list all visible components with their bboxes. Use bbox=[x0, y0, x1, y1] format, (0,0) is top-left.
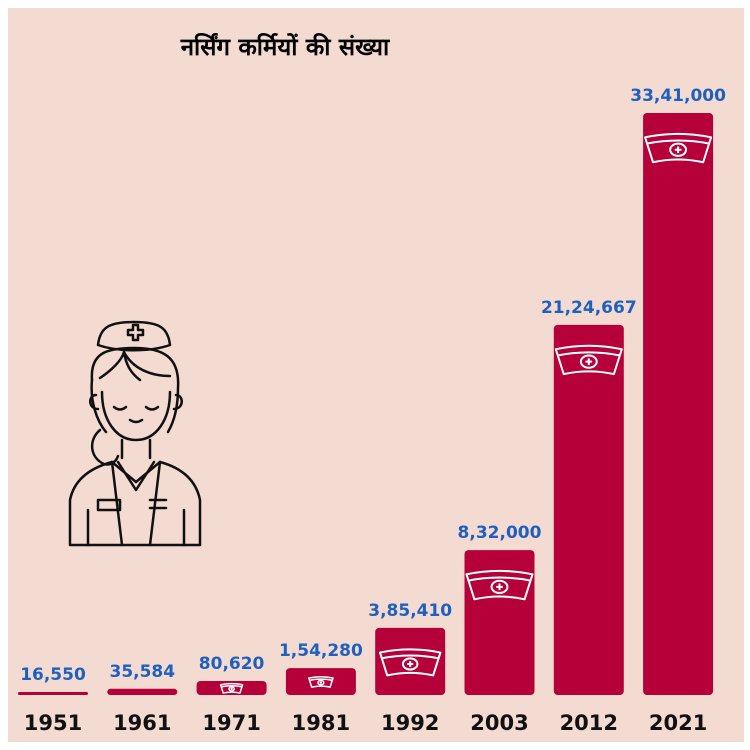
nurse-illustration-icon bbox=[68, 320, 202, 547]
bar-2003 bbox=[464, 550, 535, 695]
value-label-1961: 35,584 bbox=[109, 662, 175, 682]
bars-group bbox=[18, 113, 714, 695]
nurse-cap-icon bbox=[644, 132, 713, 164]
nurse-cap-icon bbox=[219, 682, 244, 694]
nurse-cap-icon bbox=[554, 344, 623, 376]
value-label-2003: 8,32,000 bbox=[458, 523, 542, 543]
value-label-1992: 3,85,410 bbox=[368, 601, 452, 621]
bar-2021 bbox=[643, 113, 714, 695]
x-tick-1981: 1981 bbox=[292, 711, 350, 735]
value-label-2012: 21,24,667 bbox=[541, 298, 637, 318]
bar-1961 bbox=[107, 688, 178, 695]
chart-title: नर्सिंग कर्मियों की संख्या bbox=[180, 33, 390, 61]
bar-2012 bbox=[553, 324, 624, 695]
x-tick-2021: 2021 bbox=[649, 711, 707, 735]
x-tick-1951: 1951 bbox=[24, 711, 82, 735]
value-label-1971: 80,620 bbox=[199, 654, 265, 674]
value-label-1981: 1,54,280 bbox=[279, 641, 363, 661]
value-label-2021: 33,41,000 bbox=[630, 86, 726, 106]
bar-1951 bbox=[18, 692, 88, 695]
value-label-1951: 16,550 bbox=[20, 665, 86, 685]
x-tick-1961: 1961 bbox=[113, 711, 171, 735]
x-tick-2012: 2012 bbox=[560, 711, 618, 735]
nurse-cap-icon bbox=[308, 675, 334, 688]
x-tick-labels-group: 1951 1961 1971 1981 1992 2003 2012 2021 bbox=[24, 711, 708, 735]
x-tick-1971: 1971 bbox=[202, 711, 260, 735]
x-tick-2003: 2003 bbox=[470, 711, 528, 735]
nurse-cap-icon bbox=[378, 648, 442, 677]
x-tick-1992: 1992 bbox=[381, 711, 439, 735]
nurse-cap-icon bbox=[465, 569, 534, 601]
